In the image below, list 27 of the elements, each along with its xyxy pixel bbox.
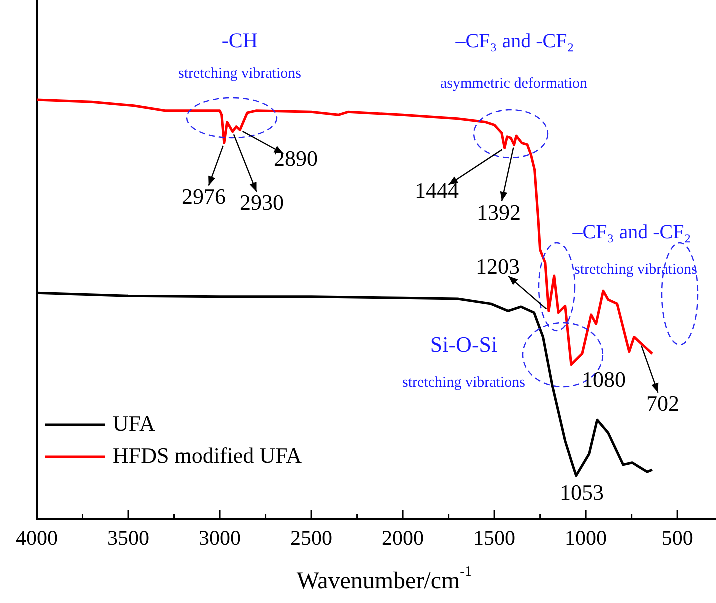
annotation: 1203 xyxy=(476,254,520,279)
annotation: 2976 xyxy=(182,184,226,209)
annotation: 2890 xyxy=(274,146,318,171)
x-tick-label: 3500 xyxy=(108,526,150,550)
legend-label: UFA xyxy=(113,410,156,436)
x-tick-label: 3000 xyxy=(199,526,242,550)
annotation: 1444 xyxy=(415,178,459,203)
text: asymmetric deformation xyxy=(440,76,588,92)
x-tick-label: 2500 xyxy=(290,526,333,550)
x-tick-label: 1000 xyxy=(565,526,608,550)
annotation: 702 xyxy=(646,390,680,416)
annotation: stretching vibrations xyxy=(402,374,526,391)
annotation: 2930 xyxy=(240,190,284,215)
x-tick-label: 1500 xyxy=(474,526,516,550)
annotation: 1080 xyxy=(582,366,626,392)
x-tick-label: 4000 xyxy=(16,526,58,550)
text: stretching vibrations xyxy=(178,66,302,82)
annotation: –CF₃ and -CF₂ xyxy=(572,221,692,244)
legend-label: HFDS modified UFA xyxy=(113,442,302,468)
annotation: 1053 xyxy=(560,480,604,505)
text: –CF₃ and -CF₂ xyxy=(454,30,574,52)
annotation: Si-O-Si xyxy=(430,332,498,357)
x-tick-label: 500 xyxy=(662,526,694,550)
annotation: stretching vibrations xyxy=(574,262,698,278)
annotation: 1392 xyxy=(477,200,521,225)
x-tick-label: 2000 xyxy=(382,526,424,550)
text: -CH xyxy=(222,28,258,53)
